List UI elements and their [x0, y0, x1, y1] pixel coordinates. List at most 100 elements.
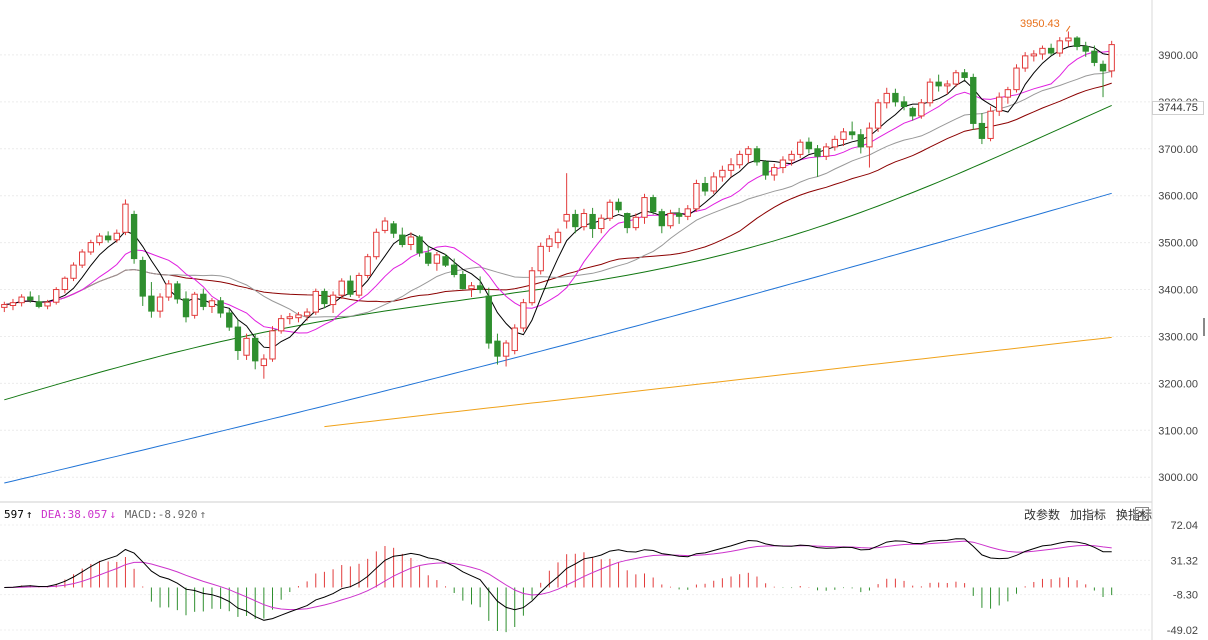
candle-body: [658, 211, 665, 227]
candle-body: [520, 302, 527, 329]
candle-body: [191, 293, 198, 316]
price-tick-label: 3900.00: [1158, 50, 1198, 62]
candle-body: [710, 176, 717, 192]
candle-body: [1021, 55, 1029, 69]
candle-body: [926, 81, 934, 104]
candle-body: [961, 72, 968, 78]
dif-value: 597: [4, 508, 24, 521]
candle-body: [771, 167, 778, 176]
close-panel-button[interactable]: ✕: [1135, 507, 1149, 521]
candle-body: [632, 216, 640, 229]
candle-body: [788, 153, 795, 161]
candle-body: [805, 141, 813, 150]
candle-body: [243, 337, 250, 356]
macd-legend: 597 ↑ DEA:38.057 ↓ MACD:-8.920 ↑: [4, 507, 208, 523]
candle-body: [909, 107, 916, 117]
candle-body: [667, 213, 674, 227]
candle-body: [996, 96, 1003, 112]
candle-body: [321, 290, 328, 305]
candle-body: [433, 254, 441, 264]
macd-tick-label: -49.02: [1167, 625, 1198, 637]
candle-body: [208, 300, 216, 307]
price-tick-label: 3700.00: [1158, 144, 1198, 156]
candle-body: [373, 231, 380, 258]
candle-body: [312, 290, 319, 313]
candle-body: [900, 101, 908, 108]
candle-body: [182, 298, 190, 318]
add-indicator-button[interactable]: 加指标: [1069, 508, 1106, 522]
candle-body: [329, 294, 337, 306]
candle-body: [252, 337, 259, 362]
candle-body: [9, 302, 17, 306]
candle-body: [1099, 63, 1107, 72]
candle-body: [883, 92, 890, 104]
candle-body: [944, 83, 951, 87]
candle-body: [1039, 47, 1046, 55]
candle-body: [226, 312, 233, 328]
ma120-line: [4, 192, 1112, 484]
macd-value: MACD:-8.920: [124, 508, 198, 521]
candle-body: [546, 238, 553, 247]
candle-body: [494, 340, 501, 357]
candle-body: [260, 358, 268, 367]
current-price-tag: 3744.75: [1152, 101, 1204, 115]
candle-body: [1073, 37, 1081, 47]
candle-body: [511, 327, 518, 352]
candle-body: [18, 296, 25, 304]
dea-value: DEA:38.057: [41, 508, 108, 521]
ma250-line: [324, 336, 1112, 428]
candle-body: [130, 213, 138, 260]
candle-body: [139, 259, 146, 297]
candle-body: [347, 280, 354, 295]
candle-body: [96, 235, 103, 244]
candle-body: [468, 285, 475, 290]
candle-body: [589, 213, 596, 230]
candle-body: [823, 146, 830, 157]
candle-body: [866, 127, 873, 148]
candlestick-series[interactable]: [1, 25, 1115, 379]
candle-body: [1047, 47, 1055, 54]
candle-body: [476, 285, 484, 291]
candle-body: [745, 148, 752, 155]
dea-arrow-icon: ↓: [109, 508, 116, 521]
candle-body: [113, 232, 120, 241]
candle-body: [148, 295, 155, 312]
candle-body: [649, 197, 657, 213]
candle-body: [442, 256, 449, 266]
candle-body: [459, 274, 467, 290]
ma10-line: [4, 50, 1112, 334]
modify-params-button[interactable]: 改参数: [1023, 508, 1060, 522]
candle-body: [848, 131, 856, 136]
candle-body: [381, 220, 389, 231]
dif-line: [4, 538, 1112, 621]
candle-body: [425, 252, 432, 264]
dea-line: [4, 540, 1112, 611]
candle-body: [857, 134, 864, 148]
price-tick-label: 3400.00: [1158, 285, 1198, 297]
candle-body: [874, 102, 882, 129]
candle-body: [970, 76, 977, 124]
candle-body: [987, 110, 994, 139]
candle-body: [537, 245, 544, 272]
candle-body: [701, 182, 709, 192]
candle-body: [831, 138, 839, 148]
candle-body: [53, 289, 60, 303]
candle-body: [1065, 37, 1072, 42]
dif-arrow-icon: ↑: [25, 508, 33, 521]
candle-body: [952, 72, 960, 85]
macd-arrow-icon: ↑: [199, 508, 207, 521]
switch-indicator-button[interactable]: 换指标: [1115, 508, 1152, 522]
candle-body: [277, 318, 285, 332]
candle-body: [364, 256, 371, 276]
candle-body: [797, 141, 804, 155]
candle-body: [217, 300, 224, 314]
candle-body: [286, 316, 293, 320]
candle-body: [156, 296, 164, 312]
candle-body: [485, 295, 492, 344]
macd-grid: [0, 524, 1152, 631]
indicator-toolbar: 改参数 加指标 换指标: [1024, 506, 1152, 523]
candle-body: [200, 293, 207, 307]
price-tick-label: 3200.00: [1158, 378, 1198, 390]
macd-tick-label: 31.32: [1170, 555, 1198, 567]
